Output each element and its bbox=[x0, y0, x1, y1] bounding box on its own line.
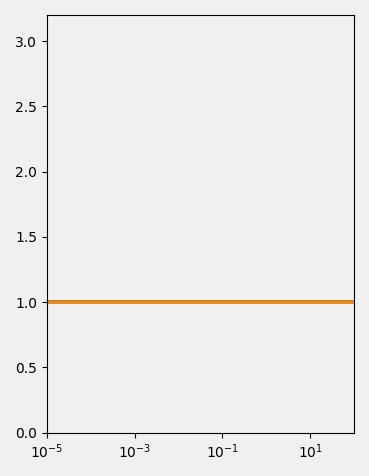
D=0.050 bbox=[346, 299, 350, 305]
D=0.200 bbox=[176, 299, 180, 305]
D=0.010 bbox=[98, 299, 102, 305]
D=0.020 bbox=[98, 299, 102, 305]
D=0.010 bbox=[176, 299, 180, 305]
D=0.100 bbox=[346, 299, 350, 305]
D=0.500 bbox=[162, 299, 167, 305]
D=0.200 bbox=[313, 299, 317, 305]
D=0.005 bbox=[346, 299, 350, 305]
D=1.000 bbox=[313, 299, 317, 305]
D=1.000 bbox=[98, 299, 102, 305]
D=0.020 bbox=[80, 299, 84, 305]
D=0.200 bbox=[162, 299, 167, 305]
D=0.200 bbox=[80, 299, 84, 305]
D=0.020 bbox=[346, 299, 350, 305]
D=0.010 bbox=[162, 299, 167, 305]
D=0.200 bbox=[98, 299, 102, 305]
D=1.000 bbox=[352, 299, 356, 305]
D=0.050 bbox=[162, 299, 167, 305]
D=0.100 bbox=[176, 299, 180, 305]
D=0.500 bbox=[313, 299, 317, 305]
D=1.000 bbox=[346, 299, 350, 305]
D=0.200 bbox=[346, 299, 350, 305]
D=0.200 bbox=[352, 299, 356, 305]
D=0.010 bbox=[80, 299, 84, 305]
D=1.000 bbox=[45, 299, 49, 305]
D=0.005 bbox=[45, 299, 49, 305]
D=0.005 bbox=[98, 299, 102, 305]
D=0.500 bbox=[176, 299, 180, 305]
D=0.100 bbox=[80, 299, 84, 305]
D=0.005 bbox=[176, 299, 180, 305]
D=0.500 bbox=[352, 299, 356, 305]
D=0.050 bbox=[352, 299, 356, 305]
D=1.000 bbox=[80, 299, 84, 305]
D=0.200 bbox=[45, 299, 49, 305]
D=0.500 bbox=[346, 299, 350, 305]
D=0.100 bbox=[45, 299, 49, 305]
D=0.005 bbox=[162, 299, 167, 305]
D=0.100 bbox=[98, 299, 102, 305]
D=1.000 bbox=[162, 299, 167, 305]
D=0.010 bbox=[313, 299, 317, 305]
D=0.020 bbox=[176, 299, 180, 305]
D=0.500 bbox=[45, 299, 49, 305]
D=0.500 bbox=[80, 299, 84, 305]
D=0.100 bbox=[313, 299, 317, 305]
D=0.020 bbox=[352, 299, 356, 305]
D=0.005 bbox=[352, 299, 356, 305]
D=0.010 bbox=[352, 299, 356, 305]
D=0.050 bbox=[313, 299, 317, 305]
D=0.005 bbox=[80, 299, 84, 305]
D=0.100 bbox=[162, 299, 167, 305]
D=0.005 bbox=[313, 299, 317, 305]
D=0.050 bbox=[176, 299, 180, 305]
D=0.010 bbox=[45, 299, 49, 305]
D=0.020 bbox=[45, 299, 49, 305]
D=0.050 bbox=[45, 299, 49, 305]
D=0.050 bbox=[80, 299, 84, 305]
D=0.100 bbox=[352, 299, 356, 305]
D=0.020 bbox=[313, 299, 317, 305]
D=0.010 bbox=[346, 299, 350, 305]
D=0.050 bbox=[98, 299, 102, 305]
D=1.000 bbox=[176, 299, 180, 305]
D=0.020 bbox=[162, 299, 167, 305]
D=0.500 bbox=[98, 299, 102, 305]
